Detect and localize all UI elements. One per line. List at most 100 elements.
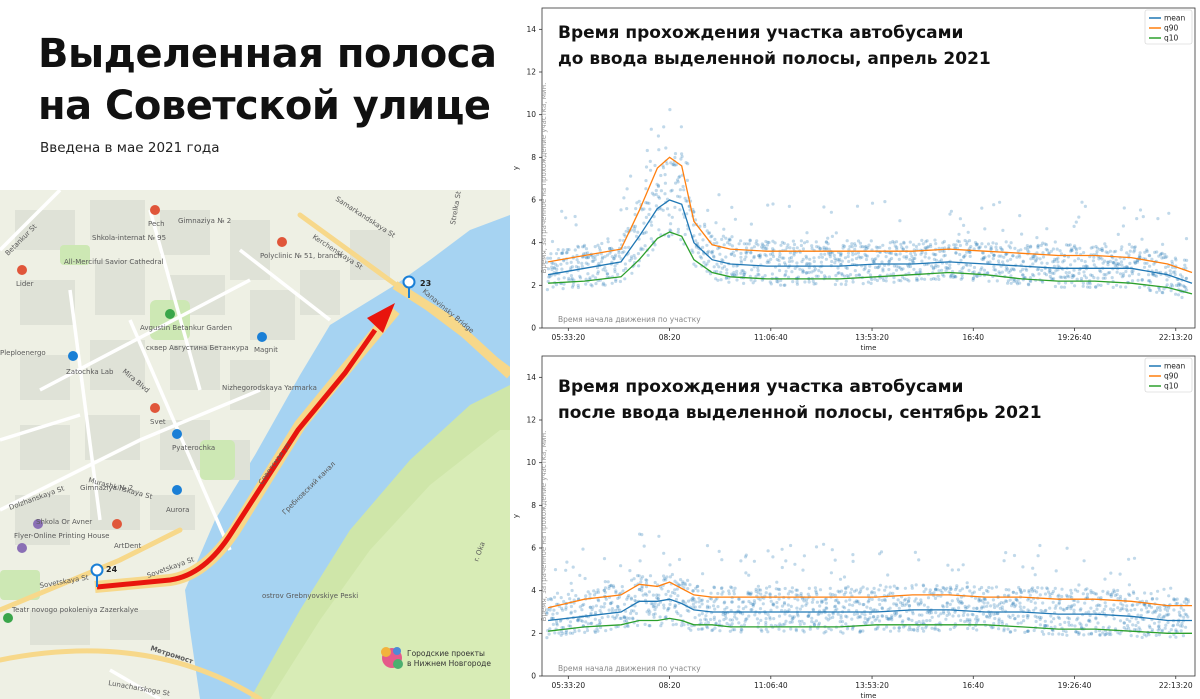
scatter-point [1184,276,1188,281]
scatter-point [1061,629,1066,633]
scatter-point [614,279,618,283]
scatter-point [1104,632,1108,637]
scatter-point [609,246,613,250]
ytick-label: 8 [531,153,536,162]
scatter-point [1046,587,1050,591]
scatter-point [545,288,549,292]
stop-marker-start[interactable] [90,563,104,588]
scatter-point [1043,609,1047,613]
scatter-point [742,623,746,627]
scatter-point [1013,278,1017,282]
scatter-point [1145,261,1149,265]
kanavinsky-bridge [392,281,510,379]
stop-marker-end[interactable] [402,275,416,299]
scatter-point [1024,267,1028,271]
scatter-point [802,554,806,558]
scatter-point [991,625,995,629]
scatter-point [848,273,853,277]
scatter-point [592,589,596,593]
scatter-point [722,618,726,622]
scatter-point [1141,617,1145,621]
scatter-point [1094,616,1098,620]
scatter-point [720,586,724,590]
map-label: Magnit [254,346,278,354]
scatter-point [1085,587,1089,591]
scatter-point [799,243,803,248]
scatter-point [549,616,554,620]
scatter-point [669,222,673,226]
scatter-point [610,607,614,611]
scatter-point [718,619,722,623]
scatter-point [1132,556,1137,560]
scatter-point [1118,572,1122,576]
scatter-point [970,612,974,616]
scatter-point [1118,619,1123,623]
map-label: All-Merciful Savior Cathedral [64,258,164,266]
scatter-point [887,260,891,264]
scatter-point [824,257,828,261]
scatter-point [586,256,590,260]
scatter-point [555,264,559,268]
scatter-point [967,268,971,272]
scatter-point [558,619,562,623]
scatter-point [696,584,700,588]
scatter-point [1181,284,1186,288]
scatter-point [1090,274,1094,278]
scatter-point [708,605,712,609]
scatter-point [626,595,630,599]
scatter-point [628,569,632,573]
scatter-point [968,254,972,258]
scatter-point [626,624,630,628]
scatter-point [561,608,565,612]
scatter-point [851,553,855,557]
scatter-point [794,629,798,633]
scatter-point [965,242,969,246]
route-map[interactable]: 24 23 Betankur St Pech Gimnaziya № 2 Shk… [0,190,510,699]
scatter-point [860,255,864,259]
scatter-point [1065,633,1069,637]
scatter-point [788,256,792,260]
scatter-point [1065,546,1069,550]
scatter-point [824,240,828,244]
scatter-point [1179,614,1183,618]
scatter-point [1110,609,1115,614]
scatter-point [822,245,826,249]
scatter-point [643,622,647,626]
scatter-point [765,586,769,590]
scatter-point [1133,261,1137,265]
scatter-point [1074,630,1078,634]
scatter-point [1139,613,1143,618]
scatter-point [1112,261,1116,265]
scatter-point [1079,607,1083,611]
scatter-point [956,239,960,243]
scatter-point [805,271,809,275]
scatter-point [1096,621,1100,625]
scatter-point [1030,589,1035,593]
scatter-point [620,585,624,589]
scatter-point [775,257,779,262]
scatter-point [997,254,1001,258]
scatter-point [651,613,655,617]
scatter-point [570,588,574,593]
scatter-point [831,612,835,616]
scatter-point [655,593,659,597]
scatter-point [639,248,643,252]
scatter-point [705,229,709,233]
scatter-point [1130,270,1134,274]
scatter-point [1040,586,1044,590]
scatter-point [1122,626,1126,630]
scatter-point [965,619,969,623]
scatter-point [847,248,851,252]
scatter-point [565,251,569,255]
scatter-point [833,256,837,261]
scatter-point [1043,242,1047,246]
scatter-point [1184,625,1188,629]
scatter-point [968,619,972,623]
scatter-point [757,588,761,592]
scatter-point [596,272,600,276]
scatter-point [1081,592,1085,596]
scatter-point [907,617,911,621]
scatter-point [636,230,640,234]
scatter-point [942,254,946,258]
series-line-q10 [548,231,1193,295]
